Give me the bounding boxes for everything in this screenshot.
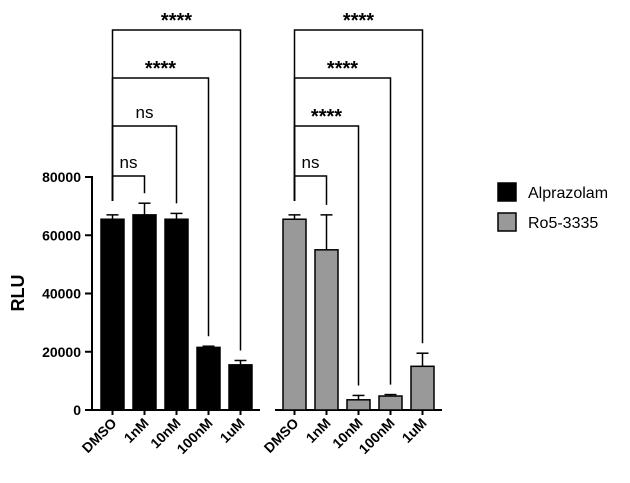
legend-swatch bbox=[497, 212, 517, 232]
x-tick-label: DMSO bbox=[79, 415, 120, 456]
bar bbox=[282, 218, 307, 411]
bar bbox=[164, 218, 189, 411]
legend-label: Ro5-3335 bbox=[528, 215, 598, 232]
significance-bracket bbox=[111, 29, 242, 351]
significance-bracket bbox=[111, 77, 210, 337]
bar bbox=[314, 249, 339, 411]
bar bbox=[100, 218, 125, 411]
significance-label: ns bbox=[136, 103, 154, 122]
y-tick-label: 20000 bbox=[42, 344, 81, 360]
significance-bracket bbox=[111, 175, 146, 201]
bar bbox=[346, 399, 371, 411]
x-tick-label: DMSO bbox=[261, 415, 302, 456]
legend-label: Alprazolam bbox=[528, 185, 608, 202]
bar bbox=[228, 364, 253, 411]
bar bbox=[410, 365, 435, 411]
chart-legend: Alprazolam Ro5-3335 bbox=[497, 182, 608, 232]
significance-label: **** bbox=[343, 10, 374, 32]
x-tick-label: 1uM bbox=[399, 415, 430, 446]
significance-brackets: ns ns **** **** ns **** **** **** bbox=[111, 10, 424, 386]
y-axis-label: RLU bbox=[8, 275, 28, 312]
y-tick-label: 60000 bbox=[42, 227, 81, 243]
x-tick-label: 1uM bbox=[217, 415, 248, 446]
significance-label: ns bbox=[302, 153, 320, 172]
significance-label: **** bbox=[145, 58, 176, 80]
chart-bars bbox=[100, 202, 435, 411]
y-tick-label: 0 bbox=[73, 402, 81, 418]
bar bbox=[196, 346, 221, 411]
x-tick-label: 100nM bbox=[355, 415, 397, 457]
significance-bracket bbox=[293, 175, 328, 205]
significance-bracket bbox=[293, 29, 424, 344]
significance-bracket bbox=[293, 77, 392, 385]
significance-label: **** bbox=[161, 10, 192, 32]
y-tick-label: 40000 bbox=[42, 286, 81, 302]
bar bbox=[378, 395, 403, 411]
significance-label: **** bbox=[327, 58, 358, 80]
significance-label: ns bbox=[120, 153, 138, 172]
legend-swatch bbox=[497, 182, 517, 202]
bar bbox=[132, 214, 157, 411]
significance-label: **** bbox=[311, 106, 342, 128]
y-tick-label: 80000 bbox=[42, 169, 81, 185]
x-tick-label: 100nM bbox=[173, 415, 215, 457]
